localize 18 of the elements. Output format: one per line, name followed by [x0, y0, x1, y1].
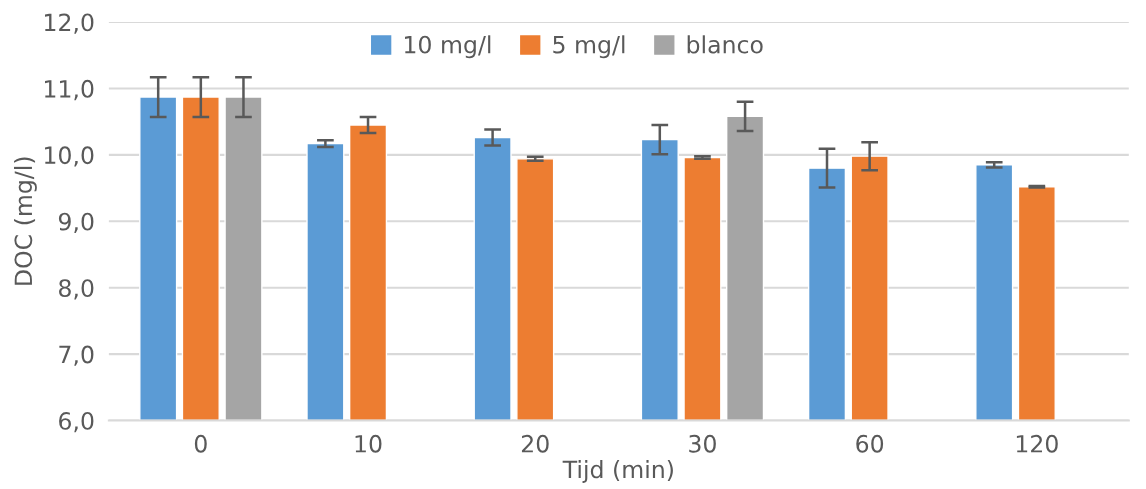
y-tick-label: 6,0: [59, 411, 94, 433]
y-axis-title: DOC (mg/l): [14, 157, 37, 285]
legend-label: 5 mg/l: [553, 35, 625, 59]
y-tick-label: 9,0: [58, 212, 94, 233]
x-tick-label: 10: [355, 434, 382, 453]
legend-label: 10 mg/l: [405, 35, 491, 59]
x-tick-label: 20: [521, 434, 549, 453]
y-tick-label: 12,0: [45, 13, 94, 34]
legend-label: blanco: [687, 35, 763, 54]
x-tick-label: 60: [856, 434, 884, 453]
y-tick-label: 11,0: [45, 79, 94, 101]
x-axis-title: Tijd (min): [562, 460, 673, 483]
y-tick-label: 8,0: [59, 279, 94, 300]
y-tick-label: 10,0: [45, 146, 94, 167]
x-tick-label: 30: [689, 434, 716, 453]
x-tick-label: 120: [1016, 434, 1058, 453]
y-tick-label: 7,0: [59, 345, 94, 366]
x-tick-label: 0: [194, 434, 207, 453]
